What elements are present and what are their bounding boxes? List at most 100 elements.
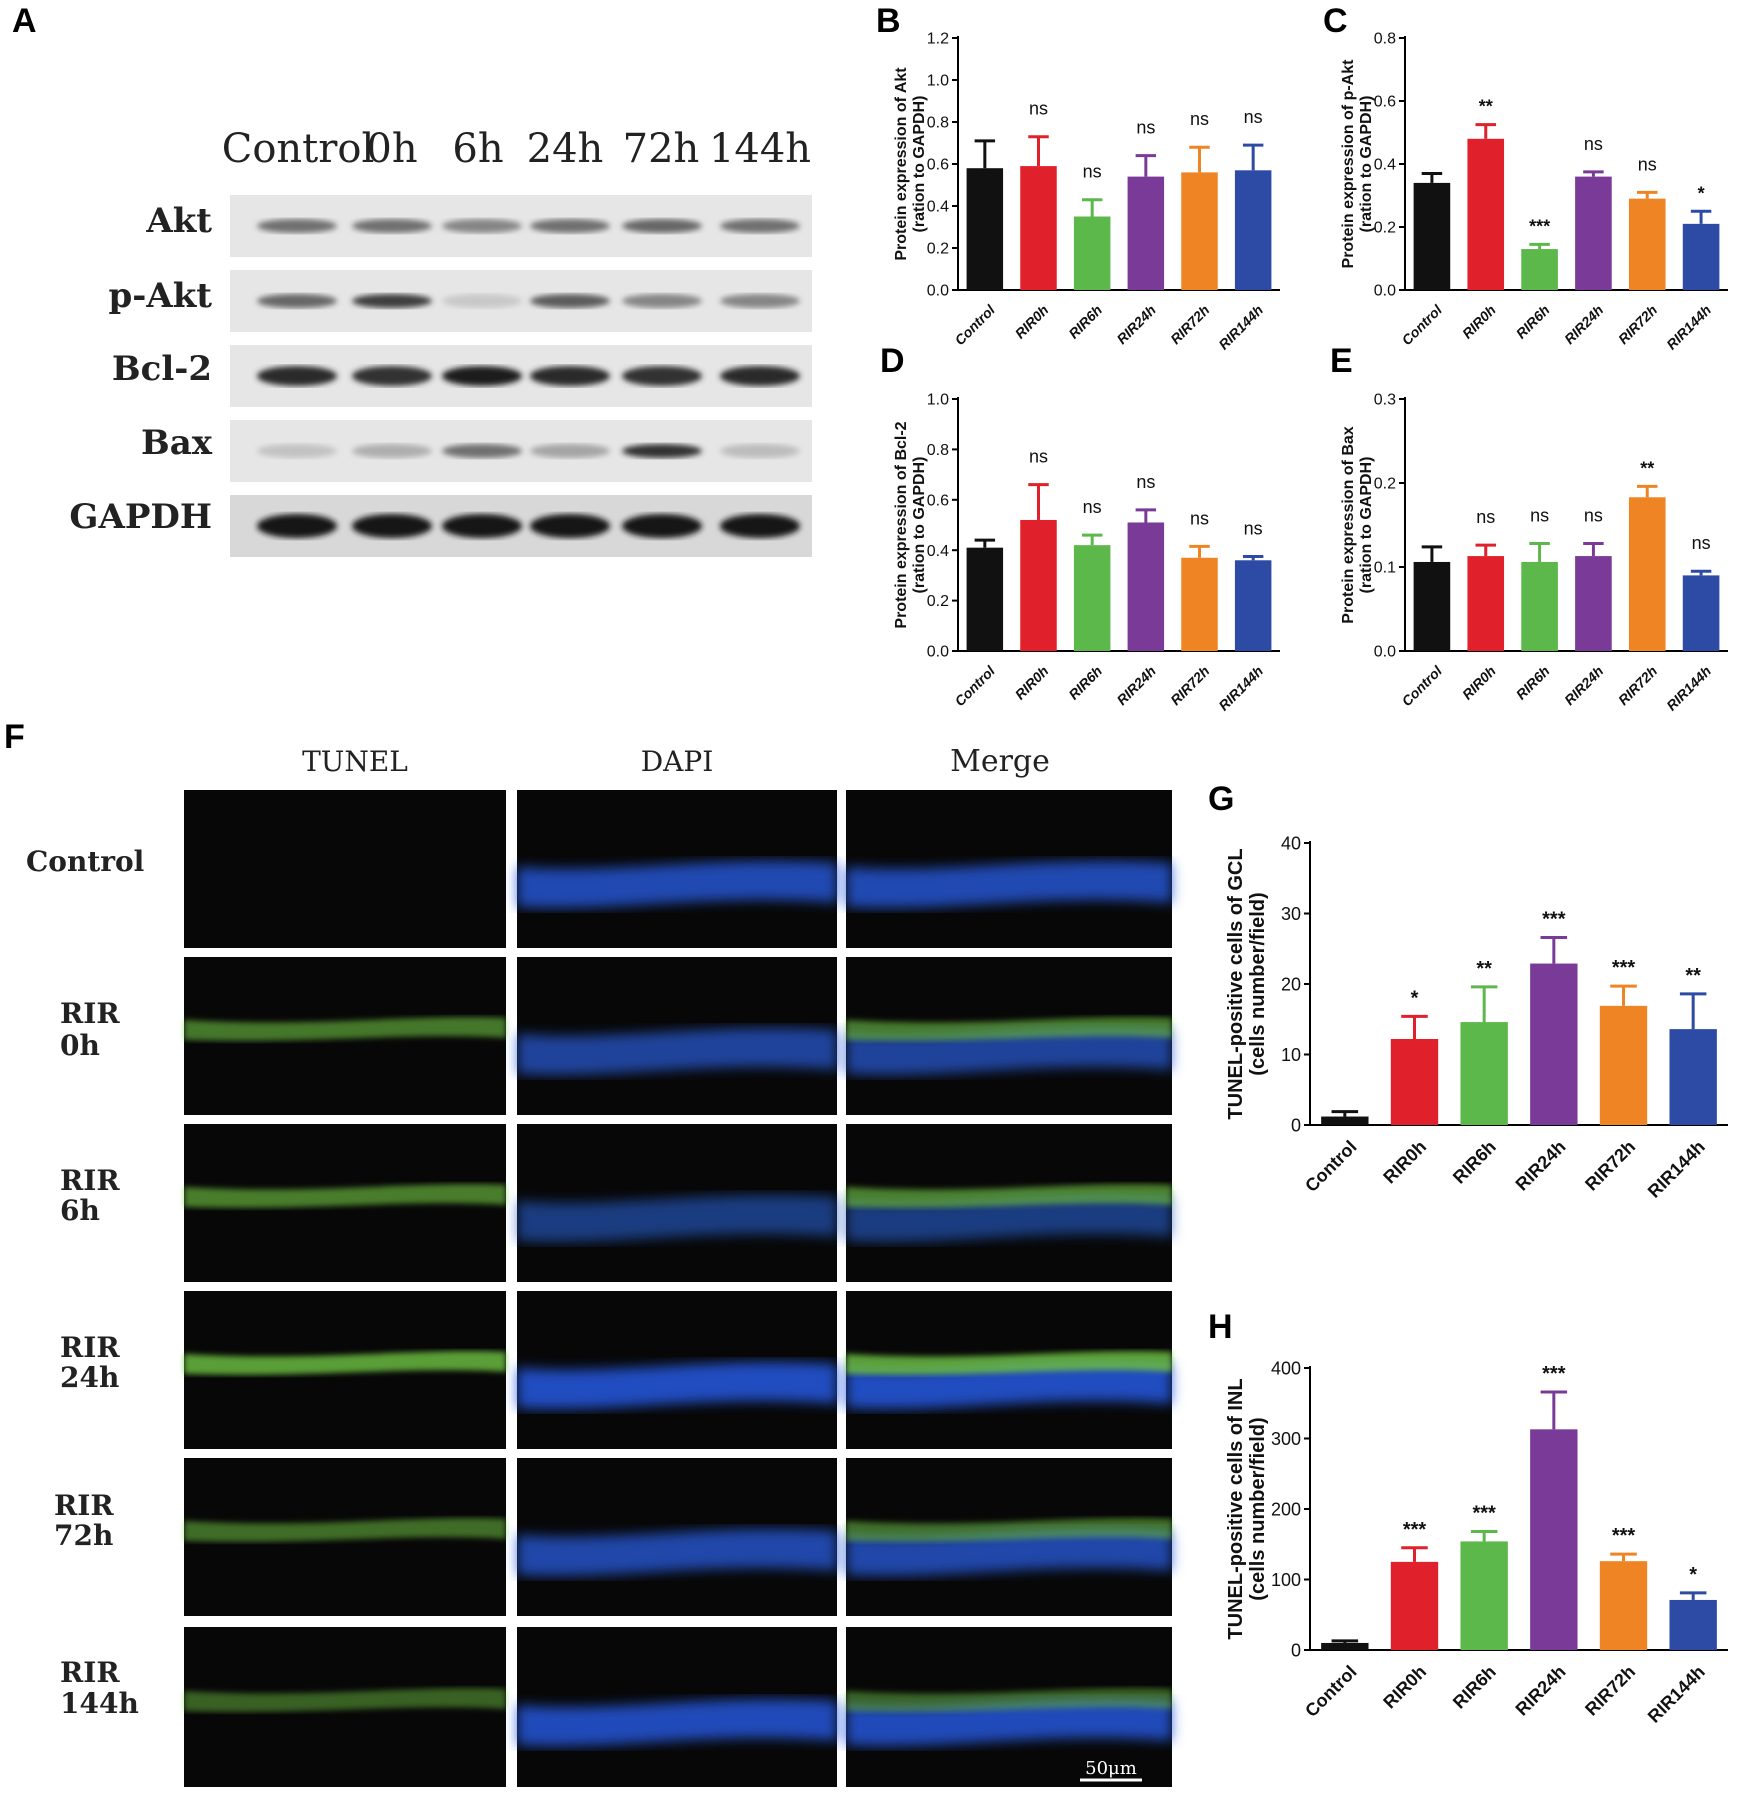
significance-label: ns [1190,109,1209,129]
lane-label: 24h [527,126,604,172]
significance-label: *** [1472,1503,1496,1525]
bar [1669,1599,1717,1650]
significance-label: ns [1244,107,1263,127]
significance-label: ns [1136,118,1155,138]
x-tick-label: RIR24h [1113,302,1158,347]
significance-label: * [1698,183,1705,203]
blot-band [720,366,800,386]
tunel-signal [846,1351,1172,1375]
x-tick-label: RIR144h [1215,663,1266,714]
tunel-signal [846,1184,1172,1208]
y-tick-label: 1.2 [927,31,949,48]
blot-band [530,444,610,458]
micro-row-label: 6h [60,1194,100,1227]
x-tick-label: RIR6h [1513,663,1553,703]
significance-label: *** [1542,1363,1566,1385]
micro-row-label: 24h [60,1361,119,1394]
micro-row-label: RIR [60,1331,120,1364]
bar [1181,557,1218,651]
significance-label: ns [1083,497,1102,517]
bar [1521,561,1558,651]
y-tick-label: 400 [1271,1358,1301,1378]
x-tick-label: RIR24h [1561,663,1606,708]
x-tick-label: RIR24h [1561,302,1606,347]
y-tick-label: 10 [1281,1045,1301,1065]
y-tick-label: 300 [1271,1429,1301,1449]
tunel-signal [846,1688,1172,1712]
blot-band [442,219,522,233]
significance-label: ** [1685,965,1701,987]
dapi-signal [517,1699,837,1747]
bar [1127,522,1165,651]
y-tick-label: 0.0 [1374,644,1396,661]
x-tick-label: Control [1398,662,1445,709]
blot-lane-labels: Control 0h 6h 24h 72h 144h [222,126,811,172]
y-axis-title: TUNEL-positive cells of INL(cells number… [1225,1378,1269,1639]
blot-band [622,514,702,538]
bar [1020,166,1057,290]
x-tick-label: RIR72h [1581,1662,1639,1720]
x-tick-label: Control [1301,1662,1360,1721]
micro-row-label: 0h [60,1029,100,1062]
lane-label: Control [222,126,375,172]
y-tick-label: 0.4 [1374,157,1396,174]
y-tick-label: 0.6 [1374,94,1396,111]
blot-band [530,219,610,233]
x-tick-label: RIR6h [1449,1137,1500,1188]
panel-letter-C: C [1323,2,1348,40]
y-tick-label: 0.8 [1374,31,1396,48]
blot-band [442,514,522,538]
blot-band [257,366,337,386]
y-tick-label: 0 [1291,1115,1301,1135]
blot-band [442,366,522,386]
x-tick-label: RIR144h [1644,1662,1709,1727]
blot-band [442,294,522,308]
bar [1020,519,1057,651]
tunel-signal [846,1017,1172,1041]
chart-p-akt-expression: 0.0 0.2 0.4 0.6 0.8 Protein expression of p-A… [1340,31,1728,353]
blot-band [720,514,800,538]
bar [1599,1005,1648,1125]
blot-band [352,294,432,308]
blot-row-label: Akt [145,201,212,241]
y-axis-title: Protein expression of Bcl-2(ration to GA… [893,421,928,628]
y-tick-label: 200 [1271,1499,1301,1519]
dapi-signal [517,1528,837,1577]
bar [1521,249,1558,290]
x-tick-label: RIR0h [1379,1137,1430,1188]
bar [1234,170,1272,290]
blot-band [352,219,432,233]
bar [1628,497,1666,651]
micro-row-label: RIR [54,1489,114,1522]
significance-label: ns [1638,154,1657,174]
x-tick-label: RIR0h [1012,663,1052,703]
x-tick-label: RIR6h [1065,302,1105,342]
micro-column-label: DAPI [641,745,714,778]
micro-row-label: RIR [60,1164,120,1197]
lane-label: 6h [452,126,503,172]
y-tick-label: 40 [1281,833,1301,853]
significance-label: *** [1542,908,1566,930]
bar [1460,1022,1508,1125]
x-tick-label: RIR144h [1215,302,1266,353]
bar [1321,1116,1369,1125]
y-tick-label: 0.2 [1374,476,1396,493]
scale-bar-label: 50μm [1085,1758,1137,1779]
blot-band [622,294,702,308]
dapi-signal [517,1194,837,1243]
bar [1127,176,1165,290]
bar [1413,561,1451,651]
panel-letter-F: F [4,718,25,756]
lane-label: 144h [709,126,811,172]
significance-label: * [1411,987,1419,1009]
x-tick-label: RIR0h [1012,302,1052,342]
y-tick-label: 0.1 [1374,560,1396,577]
blot-band [622,366,702,386]
panel-letter-D: D [880,342,905,380]
tunel-signal [184,1184,506,1208]
x-tick-label: RIR72h [1167,663,1212,708]
y-axis-title: TUNEL-positive cells of GCL(cells number… [1225,848,1269,1119]
blot-row-labels: Akt p-Akt Bcl-2 Bax GAPDH [69,201,212,537]
y-tick-label: 0.6 [927,157,949,174]
